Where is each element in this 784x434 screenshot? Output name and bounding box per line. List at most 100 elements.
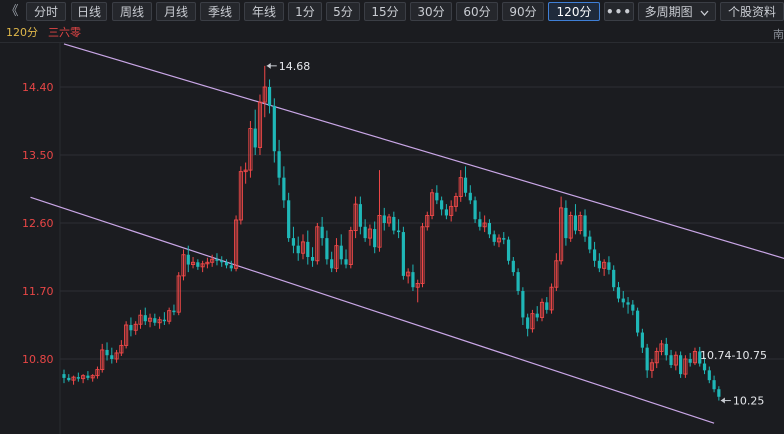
candle-body <box>592 249 597 261</box>
period-button[interactable]: 分时 <box>26 2 66 21</box>
candle-body <box>200 263 205 268</box>
candle-body <box>248 128 253 171</box>
y-tick-label: 14.40 <box>22 81 54 94</box>
double-chevron-left-icon[interactable]: 《 <box>5 4 19 19</box>
candle-body <box>568 214 573 239</box>
candle-body <box>607 262 611 270</box>
candle-body <box>133 323 138 331</box>
candle-body <box>367 228 372 239</box>
candle-body <box>649 362 654 371</box>
more-button[interactable]: ••• <box>604 2 634 21</box>
candle-body <box>167 310 172 322</box>
candle-body <box>473 200 477 220</box>
stock-profile-button[interactable]: 个股资料 <box>720 2 784 21</box>
candle-body <box>320 226 324 239</box>
candle-body <box>291 238 296 246</box>
candle-body <box>220 260 224 263</box>
period-button[interactable]: 30分 <box>410 2 452 21</box>
period-button[interactable]: 1分 <box>288 2 322 21</box>
candle-body <box>262 86 267 103</box>
candle-body <box>90 375 95 379</box>
candle-body <box>516 272 520 291</box>
candle-body <box>172 310 176 313</box>
candle-body <box>449 205 454 216</box>
candle-body <box>210 258 215 263</box>
candle-body <box>186 254 190 265</box>
candle-body <box>325 238 329 260</box>
candle-body <box>602 261 607 269</box>
candle-body <box>487 223 492 235</box>
candle-body <box>224 262 229 266</box>
period-button[interactable]: 90分 <box>502 2 544 21</box>
candle-body <box>306 241 310 257</box>
candle-body <box>679 355 683 375</box>
candle-body <box>712 380 716 390</box>
candle-body <box>62 374 66 378</box>
candlestick-chart[interactable]: 14.40 13.50 12.60 11.70 10.80 14.68 10.25 10.74… <box>0 42 784 434</box>
candle-body <box>363 226 367 239</box>
candle-body <box>392 216 396 231</box>
period-button[interactable]: 周线 <box>112 2 152 21</box>
candle-body <box>353 203 358 232</box>
period-button[interactable]: 60分 <box>456 2 498 21</box>
candle-body <box>673 354 678 366</box>
y-tick-label: 13.50 <box>22 149 54 162</box>
candle-body <box>612 269 616 288</box>
candle-body <box>468 192 472 201</box>
candle-body <box>444 209 448 216</box>
candle-body <box>435 192 439 201</box>
candle-body <box>267 87 272 106</box>
candle-body <box>621 298 625 303</box>
candle-body <box>707 370 711 381</box>
candle-body <box>683 358 688 375</box>
period-button[interactable]: 120分 <box>548 2 600 21</box>
candle-body <box>287 200 291 239</box>
period-button[interactable]: 日线 <box>71 2 107 21</box>
candle-body <box>496 237 502 243</box>
candle-body <box>330 259 334 269</box>
y-tick-label: 11.70 <box>22 285 54 298</box>
candle-body <box>238 171 243 221</box>
candle-body <box>549 286 554 311</box>
period-button[interactable]: 年线 <box>244 2 284 21</box>
candle-body <box>645 347 649 371</box>
candle-body <box>124 324 129 346</box>
candle-body <box>526 317 530 329</box>
candle-body <box>191 261 196 266</box>
period-button[interactable]: 季线 <box>200 2 240 21</box>
channel-trend-line <box>63 43 784 259</box>
candle-body <box>539 301 545 318</box>
candle-body <box>626 302 630 305</box>
high-arrow-icon <box>266 62 271 69</box>
candle-body <box>482 222 487 228</box>
candle-body <box>386 216 392 224</box>
candle-body <box>554 260 559 288</box>
candle-body <box>401 232 405 276</box>
candle-body <box>71 376 76 381</box>
channel-trend-line <box>30 196 715 424</box>
candle-body <box>397 230 401 233</box>
candle-body <box>344 259 348 265</box>
candle-body <box>463 177 468 193</box>
candle-body <box>138 314 143 325</box>
candle-body <box>545 302 549 310</box>
candle-body <box>205 261 210 265</box>
period-toolbar: 《 分时 日线 周线 月线 季线 年线 1分 5分 15分 30分 60分 90分 120分 ••• 多… <box>0 0 784 24</box>
candle-body <box>688 359 692 363</box>
period-button[interactable]: 月线 <box>156 2 196 21</box>
candle-body <box>162 319 166 322</box>
candle-body <box>339 245 343 260</box>
candle-body <box>76 377 80 379</box>
candle-body <box>664 343 668 356</box>
multi-period-dropdown[interactable]: 多周期图 <box>638 2 716 21</box>
corner-label: 南 <box>773 28 784 41</box>
candle-body <box>578 214 583 232</box>
period-button[interactable]: 15分 <box>364 2 406 21</box>
candle-body <box>373 229 377 248</box>
candle-body <box>181 254 186 277</box>
period-button[interactable]: 5分 <box>326 2 360 21</box>
candle-body <box>119 344 124 354</box>
candle-body <box>411 272 415 288</box>
candle-body <box>153 318 157 323</box>
candle-body <box>157 319 162 324</box>
